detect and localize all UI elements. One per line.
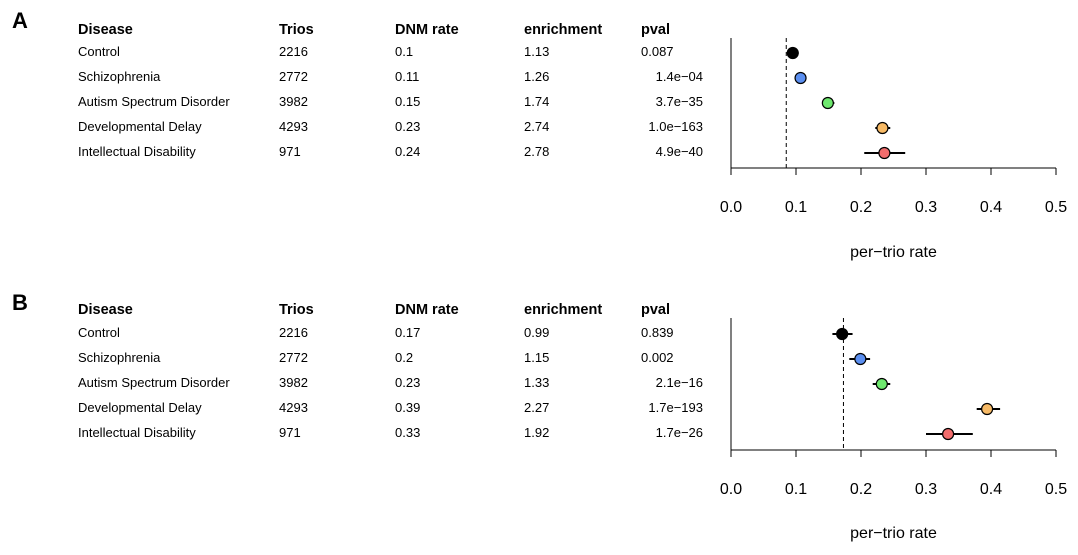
cell-enrichment: 0.99 [524, 325, 550, 340]
panel-b: B Disease Trios DNM rate enrichment pval… [0, 282, 1078, 555]
cell-trios: 971 [279, 144, 301, 159]
cell-pval: 1.0e−163 [648, 119, 703, 134]
cell-trios: 2216 [279, 325, 308, 340]
cell-dnm-rate: 0.15 [395, 94, 421, 109]
cell-enrichment: 1.74 [524, 94, 550, 109]
header-dnm-rate: DNM rate [395, 302, 459, 318]
cell-trios: 4293 [279, 400, 308, 415]
x-axis-label: per−trio rate [850, 525, 937, 542]
cell-pval: 1.4e−04 [655, 69, 703, 84]
x-tick-label: 0.2 [850, 481, 872, 498]
cell-dnm-rate: 0.23 [395, 119, 421, 134]
forest-plot-a: 0.0 0.1 0.2 0.3 0.4 0.5 per−trio rate [720, 38, 1067, 261]
cell-dnm-rate: 0.33 [395, 425, 421, 440]
cell-pval: 2.1e−16 [655, 375, 703, 390]
cell-enrichment: 2.78 [524, 144, 550, 159]
cell-trios: 2216 [279, 44, 308, 59]
x-tick-label: 0.1 [785, 199, 807, 216]
cell-disease: Intellectual Disability [78, 425, 196, 440]
cell-pval: 3.7e−35 [655, 94, 703, 109]
cell-dnm-rate: 0.39 [395, 400, 421, 415]
cell-disease: Autism Spectrum Disorder [78, 375, 230, 390]
cell-trios: 4293 [279, 119, 308, 134]
cell-pval: 1.7e−193 [648, 400, 703, 415]
data-point [786, 46, 799, 60]
cell-disease: Developmental Delay [78, 119, 202, 134]
cell-trios: 3982 [279, 94, 308, 109]
data-point [875, 377, 888, 391]
cell-trios: 971 [279, 425, 301, 440]
cell-disease: Control [78, 44, 120, 59]
cell-dnm-rate: 0.17 [395, 325, 421, 340]
cell-pval: 0.087 [641, 44, 674, 59]
header-trios: Trios [279, 22, 314, 38]
x-axis-label: per−trio rate [850, 244, 937, 261]
cell-enrichment: 1.92 [524, 425, 550, 440]
cell-pval: 4.9e−40 [655, 144, 703, 159]
cell-disease: Schizophrenia [78, 350, 161, 365]
data-point [821, 96, 834, 110]
data-point [836, 327, 849, 341]
header-disease: Disease [78, 22, 133, 38]
x-tick-label: 0.1 [785, 481, 807, 498]
data-point [876, 121, 889, 135]
cell-enrichment: 2.74 [524, 119, 550, 134]
panel-a: A Disease Trios DNM rate enrichment pval… [0, 0, 1078, 273]
x-tick-label: 0.0 [720, 199, 742, 216]
cell-disease: Intellectual Disability [78, 144, 196, 159]
cell-pval: 0.002 [641, 350, 674, 365]
header-dnm-rate: DNM rate [395, 22, 459, 38]
data-point [878, 146, 891, 160]
x-tick-label: 0.0 [720, 481, 742, 498]
cell-enrichment: 1.15 [524, 350, 550, 365]
cell-disease: Developmental Delay [78, 400, 202, 415]
cell-pval: 1.7e−26 [655, 425, 703, 440]
cell-dnm-rate: 0.2 [395, 350, 414, 365]
cell-enrichment: 1.13 [524, 44, 550, 59]
cell-dnm-rate: 0.11 [395, 69, 420, 84]
x-tick-label: 0.4 [980, 199, 1002, 216]
cell-pval: 0.839 [641, 325, 674, 340]
cell-enrichment: 2.27 [524, 400, 550, 415]
cell-dnm-rate: 0.1 [395, 44, 414, 59]
data-point [794, 71, 807, 85]
x-tick-label: 0.2 [850, 199, 872, 216]
cell-trios: 2772 [279, 69, 308, 84]
cell-disease: Schizophrenia [78, 69, 161, 84]
x-tick-label: 0.3 [915, 481, 937, 498]
header-enrichment: enrichment [524, 22, 603, 38]
x-tick-label: 0.4 [980, 481, 1002, 498]
cell-enrichment: 1.33 [524, 375, 550, 390]
panel-letter: A [12, 8, 28, 33]
cell-dnm-rate: 0.24 [395, 144, 421, 159]
x-tick-label: 0.5 [1045, 199, 1067, 216]
forest-plot-b: 0.0 0.1 0.2 0.3 0.4 0.5 per−trio rate [720, 318, 1067, 542]
x-tick-label: 0.3 [915, 199, 937, 216]
header-trios: Trios [279, 302, 314, 318]
header-disease: Disease [78, 302, 133, 318]
header-enrichment: enrichment [524, 302, 603, 318]
x-tick-label: 0.5 [1045, 481, 1067, 498]
header-pval: pval [641, 22, 671, 38]
cell-trios: 3982 [279, 375, 308, 390]
cell-trios: 2772 [279, 350, 308, 365]
cell-dnm-rate: 0.23 [395, 375, 421, 390]
cell-disease: Control [78, 325, 120, 340]
panel-letter: B [12, 290, 28, 315]
data-point [941, 427, 955, 441]
cell-disease: Autism Spectrum Disorder [78, 94, 230, 109]
data-point [854, 352, 867, 366]
data-point [980, 402, 994, 416]
header-pval: pval [641, 302, 671, 318]
cell-enrichment: 1.26 [524, 69, 550, 84]
